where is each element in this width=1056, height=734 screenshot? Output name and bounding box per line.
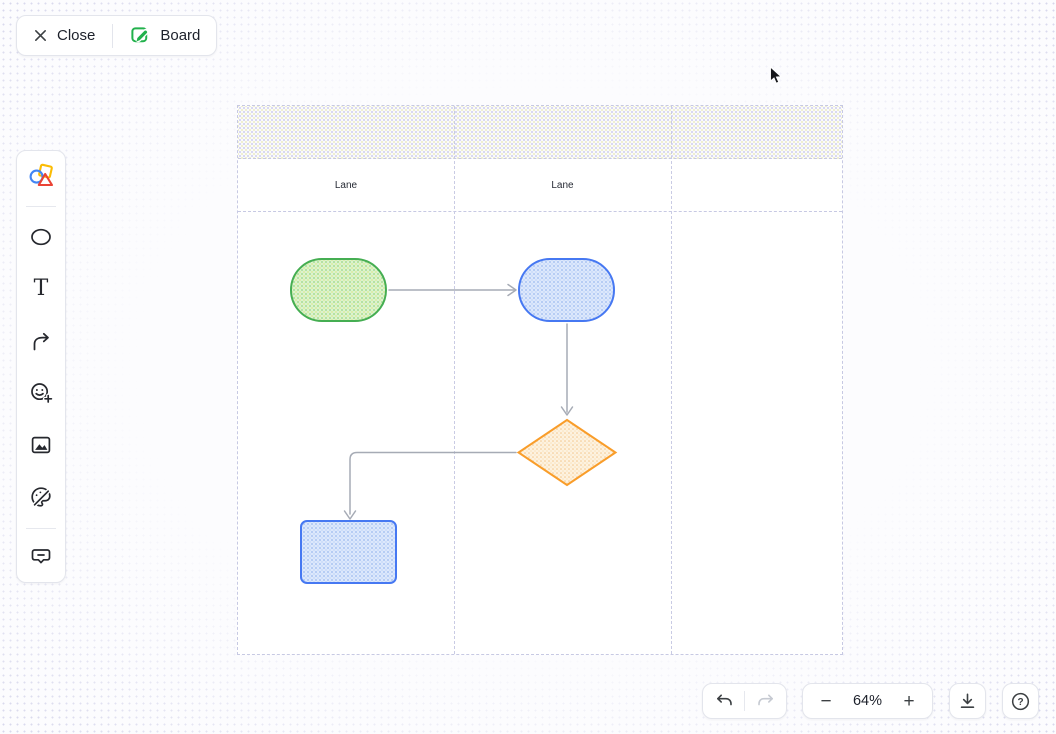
lane-divider (671, 106, 672, 654)
blue-rectangle-shape[interactable] (300, 520, 397, 584)
help-icon: ? (1011, 692, 1030, 710)
redo-icon (757, 693, 773, 705)
ellipse-tool[interactable] (24, 220, 58, 254)
image-tool[interactable] (24, 428, 58, 462)
help-button[interactable]: ? (1002, 683, 1039, 719)
top-bar-divider (112, 23, 114, 48)
top-bar: Close Board (16, 15, 218, 56)
comment-icon (31, 549, 51, 564)
emoji-tool[interactable] (24, 376, 58, 410)
undo-redo-group (702, 683, 787, 719)
shapes-tool[interactable] (24, 159, 58, 193)
text-icon: T (33, 276, 49, 301)
blue-stadium-shape[interactable] (518, 258, 615, 322)
zoom-controls: − 64% + (802, 683, 933, 719)
footer-divider (744, 691, 745, 711)
board-button[interactable]: Board (130, 25, 200, 46)
lane-title-cell[interactable]: Lane (454, 159, 671, 211)
zoom-in-button[interactable]: + (892, 687, 926, 715)
green-stadium-shape[interactable] (290, 258, 387, 322)
zoom-level: 64% (852, 693, 883, 709)
ellipse-icon (31, 228, 51, 246)
board-button-label: Board (160, 27, 201, 44)
mouse-cursor (770, 66, 783, 84)
toolbar-divider (26, 206, 56, 207)
close-button-label: Close (57, 27, 96, 44)
shapes-icon (29, 163, 53, 187)
lane-title-cell[interactable]: Lane (238, 159, 454, 211)
left-toolbar: T (16, 150, 66, 583)
comment-tool[interactable] (24, 540, 58, 574)
connector-tool[interactable] (24, 324, 58, 358)
theme-tool[interactable] (24, 480, 58, 514)
theme-icon (31, 487, 51, 508)
lane-title-row: Lane Lane (238, 159, 842, 212)
close-button[interactable]: Close (33, 27, 95, 44)
close-icon (35, 30, 46, 41)
lane-divider (454, 106, 455, 654)
download-button[interactable] (949, 683, 986, 719)
svg-text:?: ? (1017, 697, 1023, 708)
connector-icon (33, 332, 49, 351)
emoji-add-icon (31, 383, 53, 405)
board-pen-icon (131, 27, 150, 43)
zoom-out-button[interactable]: − (809, 687, 843, 715)
text-tool[interactable]: T (24, 272, 58, 306)
pool-header-band[interactable] (238, 106, 842, 159)
lane-label: Lane (334, 179, 358, 191)
image-icon (31, 436, 51, 454)
lane-title-cell[interactable] (671, 159, 842, 211)
undo-icon (716, 693, 732, 705)
redo-button[interactable] (748, 687, 782, 715)
lane-label: Lane (551, 179, 574, 191)
download-icon (960, 693, 975, 708)
undo-button[interactable] (707, 687, 741, 715)
toolbar-divider (26, 528, 56, 529)
zoom-in-label: + (903, 690, 915, 712)
zoom-out-label: − (820, 690, 832, 712)
